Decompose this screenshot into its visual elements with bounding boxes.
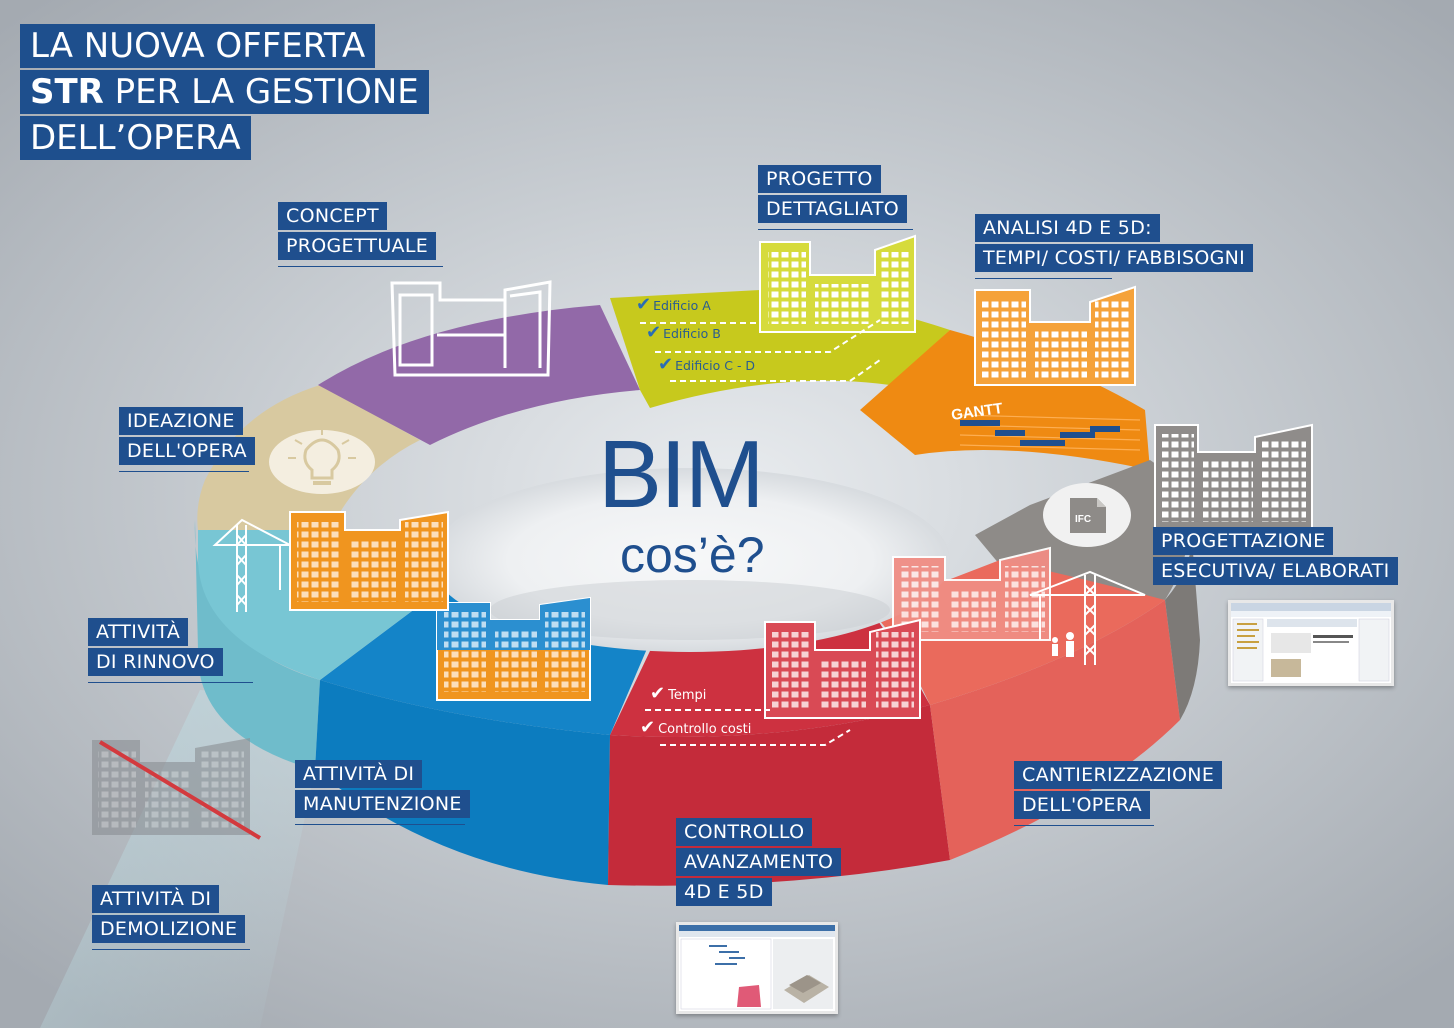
checklist-item: ✔ Edificio B (646, 322, 721, 343)
label-line: DELL'OPERA (119, 437, 255, 465)
label-esecutiva: PROGETTAZIONE ESECUTIVA/ ELABORATI (1153, 527, 1398, 587)
label-line: PROGETTUALE (278, 232, 436, 260)
label-line: PROGETTAZIONE (1153, 527, 1333, 555)
building-icon (760, 236, 915, 332)
label-line: CONCEPT (278, 202, 387, 230)
checklist-item: ✔ Controllo costi (640, 717, 751, 738)
software-screenshot-esecutiva (1228, 600, 1394, 686)
checklist-item: ✔ Edificio C - D (658, 354, 755, 375)
label-line: CONTROLLO (676, 818, 812, 846)
title-line-1: LA NUOVA OFFERTA (20, 24, 375, 68)
label-line: ATTIVITÀ DI (295, 760, 422, 788)
building-icon (290, 512, 448, 610)
label-line: DEMOLIZIONE (92, 915, 245, 943)
label-line: MANUTENZIONE (295, 790, 470, 818)
ifc-label: IFC (1075, 514, 1091, 525)
building-icon (975, 287, 1135, 385)
check-icon: ✔ (640, 717, 655, 738)
label-progetto: PROGETTO DETTAGLIATO (758, 165, 913, 230)
label-line: TEMPI/ COSTI/ FABBISOGNI (975, 244, 1253, 272)
label-line: ATTIVITÀ DI (92, 885, 219, 913)
page-title: LA NUOVA OFFERTA STR PER LA GESTIONE DEL… (20, 24, 429, 162)
label-line: AVANZAMENTO (676, 848, 841, 876)
check-icon: ✔ (650, 683, 665, 704)
title-line-3: DELL’OPERA (20, 116, 251, 160)
title-line-2: STR PER LA GESTIONE (20, 70, 429, 114)
title-line-2-rest: PER LA GESTIONE (104, 72, 419, 112)
label-line: ESECUTIVA/ ELABORATI (1153, 557, 1398, 585)
label-line: 4D E 5D (676, 878, 772, 906)
label-line: IDEAZIONE (119, 407, 243, 435)
label-controllo: CONTROLLO AVANZAMENTO 4D E 5D (676, 818, 841, 908)
check-icon: ✔ (636, 294, 651, 315)
center-question: cos’è? (620, 526, 765, 584)
label-rinnovo: ATTIVITÀ DI RINNOVO (88, 618, 253, 683)
label-line: DELL'OPERA (1014, 791, 1150, 819)
label-line: PROGETTO (758, 165, 881, 193)
center-bim: BIM (598, 420, 763, 530)
label-demolizione: ATTIVITÀ DI DEMOLIZIONE (92, 885, 250, 950)
label-cantierizzazione: CANTIERIZZAZIONE DELL'OPERA (1014, 761, 1222, 826)
label-line: ATTIVITÀ (88, 618, 188, 646)
software-screenshot-controllo (676, 922, 838, 1014)
label-manutenzione: ATTIVITÀ DI MANUTENZIONE (295, 760, 470, 825)
label-analisi: ANALISI 4D E 5D: TEMPI/ COSTI/ FABBISOGN… (975, 214, 1253, 279)
label-line: ANALISI 4D E 5D: (975, 214, 1160, 242)
check-icon: ✔ (646, 322, 661, 343)
title-brand: STR (30, 72, 104, 112)
label-line: DETTAGLIATO (758, 195, 907, 223)
checklist-item: ✔ Tempi (650, 683, 706, 704)
check-icon: ✔ (658, 354, 673, 375)
checklist-item: ✔ Edificio A (636, 294, 711, 315)
label-line: CANTIERIZZAZIONE (1014, 761, 1222, 789)
label-line: DI RINNOVO (88, 648, 223, 676)
label-ideazione: IDEAZIONE DELL'OPERA (119, 407, 255, 472)
building-icon (1155, 425, 1312, 530)
label-concept: CONCEPT PROGETTUALE (278, 202, 443, 267)
